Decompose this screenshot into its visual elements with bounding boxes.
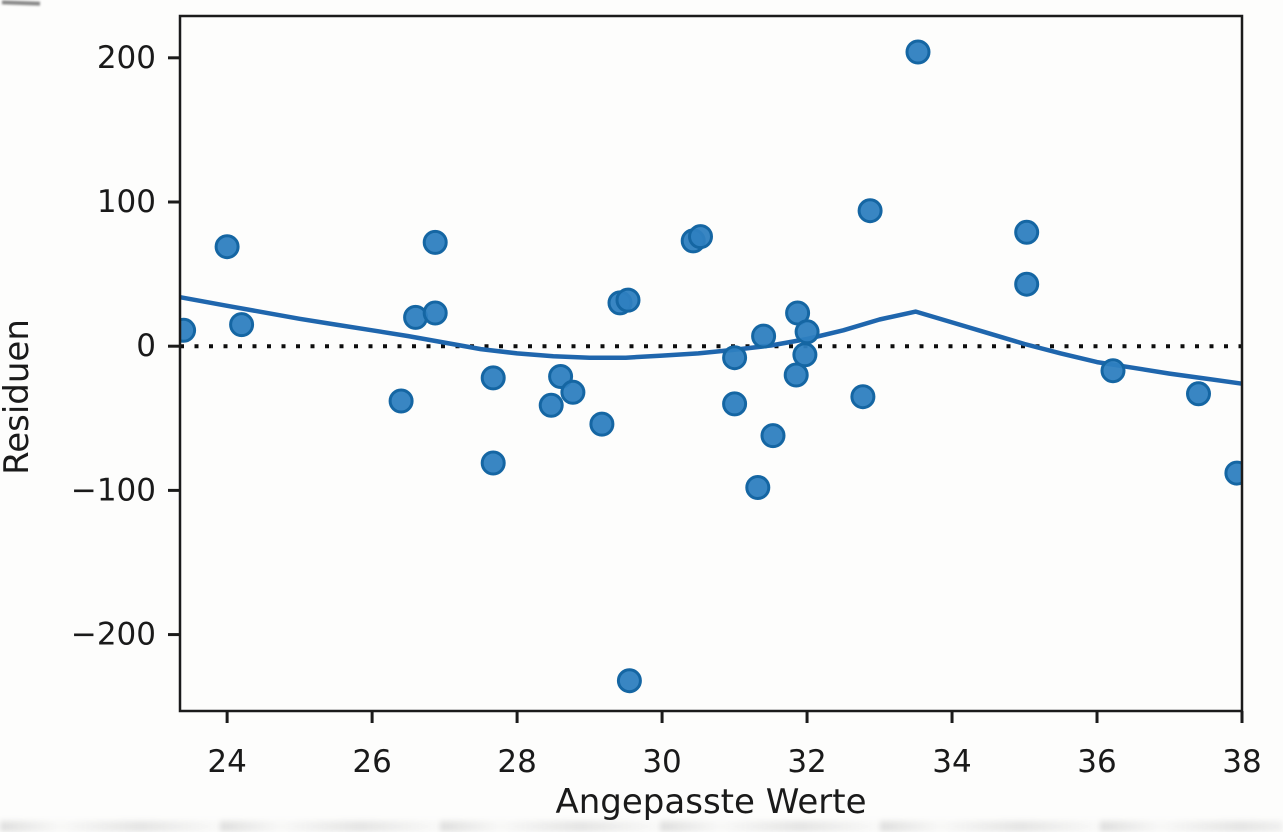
x-tick-label: 28 (497, 744, 536, 780)
scatter-point (1014, 271, 1040, 297)
scatter-point (214, 234, 240, 260)
scatter-point (722, 391, 748, 417)
x-tick-label: 26 (352, 744, 391, 780)
y-tick-label: −200 (71, 617, 156, 653)
y-tick-label: 0 (136, 328, 156, 364)
plot-frame (178, 14, 1244, 713)
scatter-point (1186, 381, 1211, 407)
scatter-point (722, 345, 748, 371)
scatter-point (850, 384, 876, 410)
scatter-point (229, 312, 255, 338)
scatter-point (388, 388, 414, 414)
scatter-point (857, 198, 883, 224)
x-axis-label: Angepasste Werte (556, 782, 867, 822)
scatter-point (1014, 219, 1040, 245)
scatter-point (422, 300, 448, 326)
scatter-point (794, 319, 820, 345)
x-tick-label: 38 (1222, 744, 1261, 780)
scatter-point (615, 287, 641, 313)
y-tick-label: 200 (97, 40, 156, 76)
lowess-smooth-line (179, 294, 1243, 386)
axis-ticks: 24 26 28 30 32 34 36 38 −200 −100 0 100 200 (71, 40, 1262, 780)
scatter-point (589, 411, 615, 437)
x-tick-label: 36 (1077, 744, 1116, 780)
scatter-point (783, 362, 809, 388)
scatter-point (560, 379, 586, 405)
data-series-group (179, 39, 1243, 694)
scatter-point (905, 39, 931, 65)
x-tick-label: 34 (932, 744, 971, 780)
scatter-point (751, 323, 777, 349)
y-tick-label: 100 (97, 184, 156, 220)
scatter-point (760, 423, 786, 449)
scatter-point (688, 224, 713, 250)
scatter-point (480, 365, 506, 391)
scatter-point (480, 450, 506, 476)
scatter-point (179, 317, 197, 343)
scatter-point (1100, 358, 1126, 384)
x-tick-label: 24 (207, 744, 246, 780)
x-tick-label: 32 (787, 744, 826, 780)
scatter-point (792, 342, 818, 368)
plot-frame-group (178, 14, 1244, 713)
scatter-point (616, 668, 642, 694)
scatter-point (422, 229, 448, 255)
screenshot-bottom-blur-artifact (0, 821, 1283, 832)
y-axis-label: Residuen (0, 319, 37, 475)
scatter-point (538, 392, 564, 418)
scatter-point (1224, 460, 1243, 486)
x-tick-label: 30 (642, 744, 681, 780)
scatter-point (745, 475, 771, 500)
y-tick-label: −100 (71, 472, 156, 508)
